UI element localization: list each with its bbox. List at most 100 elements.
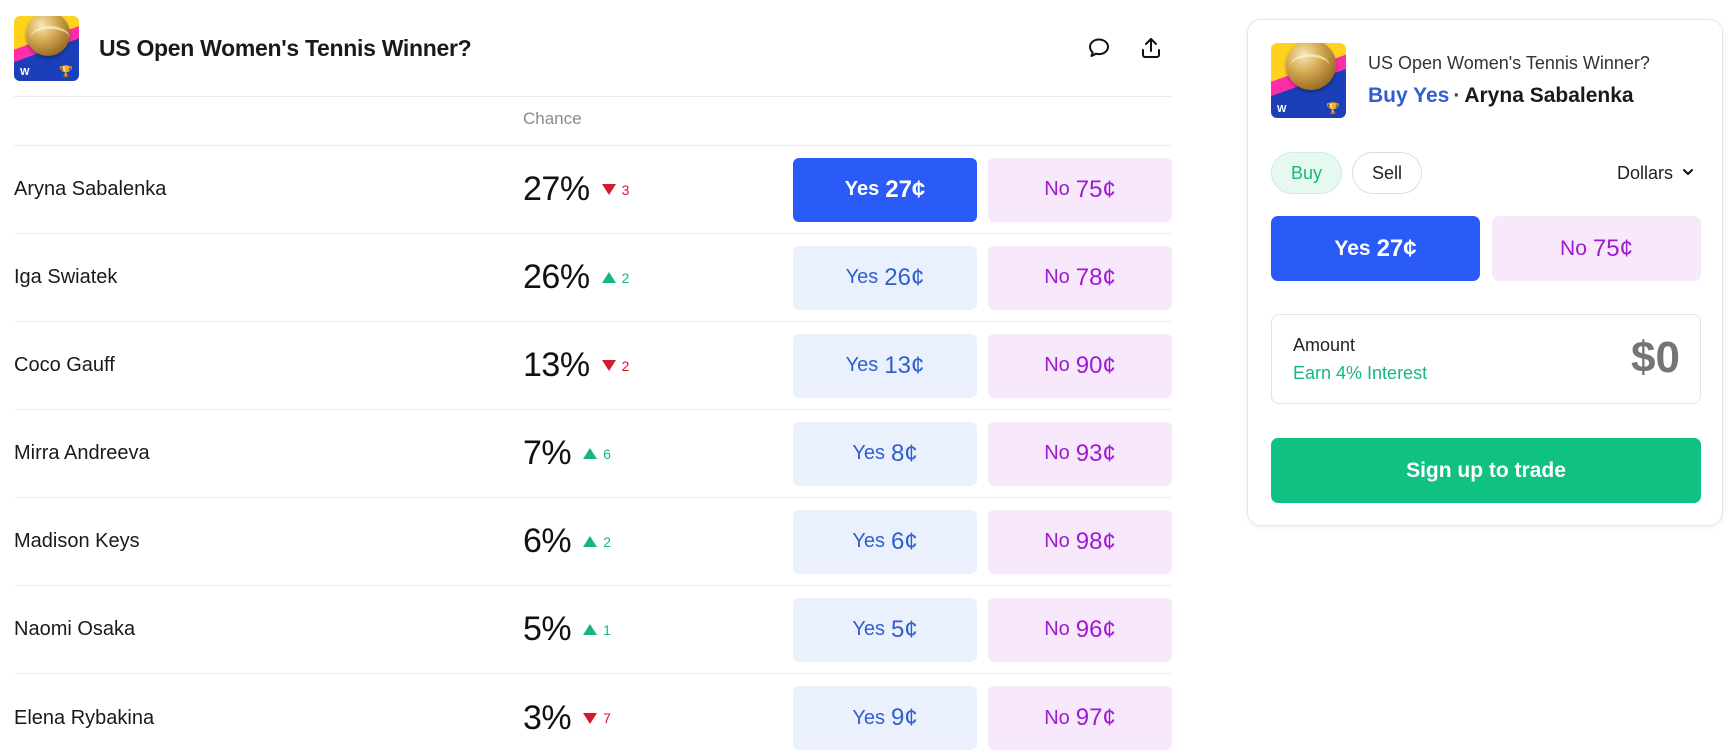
trophy-icon: 🏆 (1326, 103, 1340, 115)
chance-value: 5% (523, 610, 572, 648)
yes-price: 9¢ (890, 704, 918, 731)
no-price: 98¢ (1075, 527, 1116, 555)
outcome-name: Naomi Osaka (14, 618, 136, 640)
chance-delta: 1 (583, 622, 611, 638)
currency-value: Dollars (1616, 163, 1673, 183)
outcome-name: Elena Rybakina (14, 706, 155, 729)
trade-header-text: US Open Women's Tennis Winner? Buy Yes · A… (1368, 53, 1650, 118)
share-icon[interactable] (1138, 35, 1164, 61)
outcome-chance: 6% 2 (523, 522, 611, 561)
yes-button[interactable]: Yes 5¢ (793, 597, 977, 662)
tennis-ball-icon (1286, 43, 1336, 90)
no-button[interactable]: No 75¢ (988, 157, 1172, 222)
no-button[interactable]: No 98¢ (988, 509, 1172, 574)
chevron-down-icon (1681, 163, 1695, 184)
logo-letter: W (1277, 104, 1287, 115)
delta-value: 1 (603, 621, 611, 638)
yes-button[interactable]: Yes 26¢ (793, 245, 977, 310)
chance-delta: 2 (583, 534, 611, 550)
delta-value: 2 (621, 269, 630, 286)
chance-value: 3% (523, 698, 572, 737)
no-button[interactable]: No 96¢ (988, 597, 1172, 662)
no-label: No (1044, 266, 1070, 288)
no-label: No (1560, 236, 1587, 260)
delta-value: 7 (603, 710, 611, 726)
yes-label: Yes (852, 442, 885, 464)
yes-button[interactable]: Yes 27¢ (793, 157, 977, 222)
no-button[interactable]: No 90¢ (988, 333, 1172, 398)
market-panel: W 🏆 US Open Women's Tennis Winner? Chanc… (14, 0, 1172, 753)
no-price: 90¢ (1075, 351, 1116, 379)
buy-sell-toggle: Buy Sell (1271, 152, 1423, 194)
down-arrow-icon (601, 184, 616, 195)
no-button[interactable]: No 93¢ (988, 421, 1172, 486)
no-label: No (1044, 706, 1070, 729)
no-price: 75¢ (1592, 234, 1633, 262)
chance-value: 7% (523, 434, 572, 472)
trade-market-title: US Open Women's Tennis Winner? (1368, 53, 1650, 73)
no-price: 96¢ (1075, 615, 1116, 643)
buy-tab[interactable]: Buy (1271, 152, 1343, 194)
outcome-row: Madison Keys 6% 2 Yes 6¢ No 98¢ (14, 498, 1172, 586)
outcome-chance: 26% 2 (523, 258, 629, 297)
no-button[interactable]: No 97¢ (988, 686, 1172, 750)
outcome-row: Coco Gauff 13% 2 Yes 13¢ No 90¢ (14, 322, 1172, 410)
outcome-chance: 5% 1 (523, 610, 611, 649)
up-arrow-icon (583, 536, 598, 547)
column-header: Chance (14, 97, 1172, 146)
yes-price: 8¢ (890, 439, 918, 467)
outcome-list: Aryna Sabalenka 27% 3 Yes 27¢ No 75¢ (14, 146, 1172, 753)
yes-button[interactable]: Yes 9¢ (793, 686, 977, 750)
outcome-row: Naomi Osaka 5% 1 Yes 5¢ No 96¢ (14, 586, 1172, 674)
chance-value: 26% (523, 258, 590, 296)
yes-price: 13¢ (884, 351, 925, 379)
outcome-chance: 7% 6 (523, 434, 611, 473)
selected-player: Aryna Sabalenka (1464, 84, 1634, 107)
sell-tab[interactable]: Sell (1352, 152, 1423, 194)
no-label: No (1044, 442, 1070, 464)
interest-label: Earn 4% Interest (1293, 363, 1428, 383)
yes-label: Yes (844, 178, 880, 200)
trade-no-button[interactable]: No 75¢ (1492, 216, 1701, 281)
yes-label: Yes (852, 618, 885, 640)
up-arrow-icon (583, 624, 598, 635)
delta-value: 2 (603, 533, 611, 550)
no-price: 93¢ (1075, 439, 1116, 467)
yes-price: 6¢ (890, 527, 918, 555)
amount-input[interactable] (1480, 333, 1680, 383)
no-label: No (1044, 178, 1070, 200)
yes-label: Yes (845, 266, 879, 288)
chance-delta: 2 (601, 269, 630, 286)
no-price: 78¢ (1075, 263, 1116, 291)
chance-delta: 3 (601, 182, 629, 198)
header-actions (1086, 35, 1172, 61)
comment-icon[interactable] (1086, 35, 1112, 61)
sign-up-button[interactable]: Sign up to trade (1271, 438, 1701, 503)
trade-card: W 🏆 US Open Women's Tennis Winner? Buy Y… (1247, 19, 1723, 526)
no-label: No (1044, 530, 1070, 552)
yes-price: 27¢ (885, 175, 926, 203)
no-label: No (1044, 618, 1070, 640)
no-button[interactable]: No 78¢ (988, 245, 1172, 310)
yes-label: Yes (852, 530, 885, 552)
amount-label: Amount (1293, 335, 1356, 355)
yes-button[interactable]: Yes 8¢ (793, 421, 977, 486)
trade-yes-button[interactable]: Yes 27¢ (1271, 216, 1480, 281)
outcome-name: Madison Keys (14, 530, 140, 552)
yes-button[interactable]: Yes 6¢ (793, 509, 977, 574)
chance-value: 13% (523, 346, 590, 384)
amount-field-container: Amount Earn 4% Interest (1271, 314, 1701, 404)
up-arrow-icon (583, 448, 598, 459)
outcome-chance: 27% 3 (523, 170, 629, 209)
currency-select[interactable]: Dollars (1617, 163, 1695, 184)
outcome-row: Elena Rybakina 3% 7 Yes 9¢ No 97¢ (14, 674, 1172, 753)
up-arrow-icon (601, 272, 616, 283)
page-title: US Open Women's Tennis Winner? (99, 34, 472, 61)
chance-delta: 7 (583, 710, 611, 726)
outcome-name: Aryna Sabalenka (14, 178, 167, 200)
market-logo: W 🏆 (1271, 43, 1346, 118)
outcome-chance: 3% 7 (523, 699, 611, 738)
outcome-name: Iga Swiatek (14, 266, 118, 288)
yes-button[interactable]: Yes 13¢ (793, 333, 977, 398)
trade-selection: Buy Yes · Aryna Sabalenka (1368, 84, 1650, 108)
